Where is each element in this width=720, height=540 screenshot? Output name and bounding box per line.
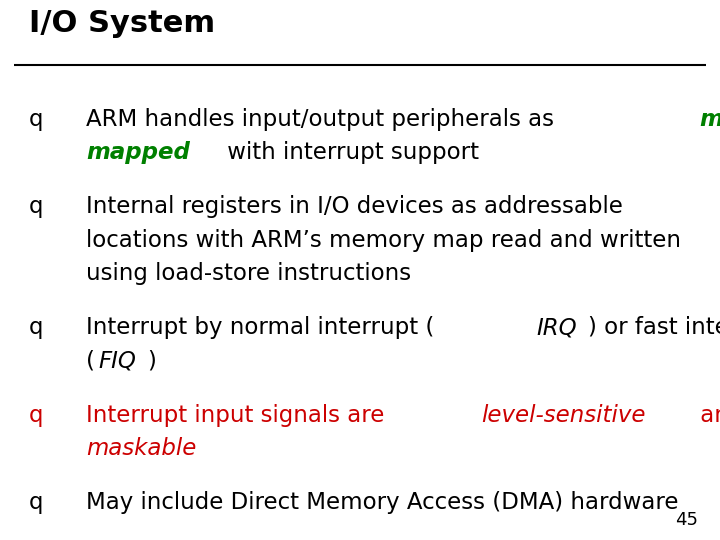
Text: and: and [693,404,720,427]
Text: ): ) [147,350,156,373]
Text: maskable: maskable [86,437,197,461]
Text: q: q [29,404,43,427]
Text: Interrupt input signals are: Interrupt input signals are [86,404,392,427]
Text: with interrupt support: with interrupt support [220,141,480,165]
Text: q: q [29,316,43,340]
Text: q: q [29,108,43,131]
Text: mapped: mapped [86,141,190,165]
Text: ) or fast interrupt: ) or fast interrupt [588,316,720,340]
Text: ARM handles input/output peripherals as: ARM handles input/output peripherals as [86,108,562,131]
Text: (: ( [86,350,95,373]
Text: locations with ARM’s memory map read and written: locations with ARM’s memory map read and… [86,229,681,252]
Text: Interrupt by normal interrupt (: Interrupt by normal interrupt ( [86,316,435,340]
Text: level-sensitive: level-sensitive [481,404,645,427]
Text: 45: 45 [675,511,698,529]
Text: Internal registers in I/O devices as addressable: Internal registers in I/O devices as add… [86,195,624,219]
Text: using load-store instructions: using load-store instructions [86,262,412,286]
Text: memory-: memory- [700,108,720,131]
Text: I/O System: I/O System [29,9,215,38]
Text: q: q [29,491,43,515]
Text: IRQ: IRQ [536,316,577,340]
Text: May include Direct Memory Access (DMA) hardware: May include Direct Memory Access (DMA) h… [86,491,679,515]
Text: FIQ: FIQ [98,350,136,373]
Text: q: q [29,195,43,219]
